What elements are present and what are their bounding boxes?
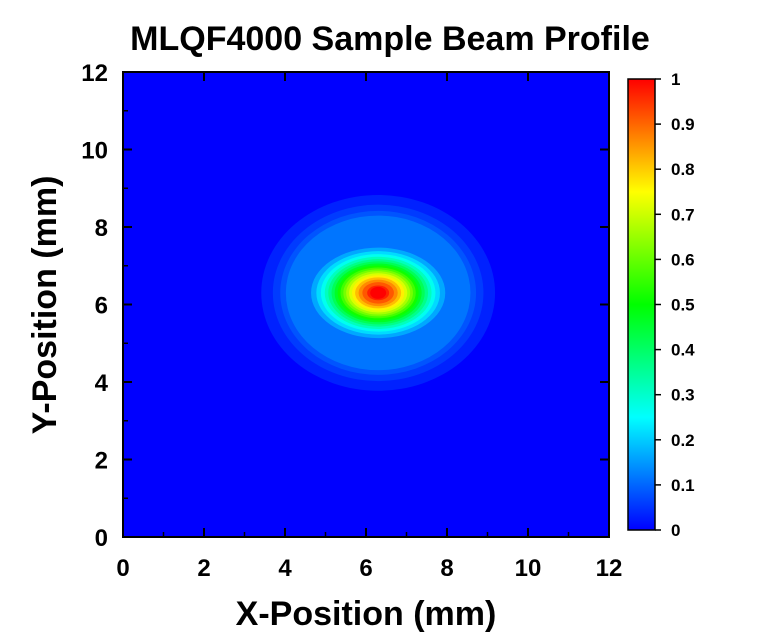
x-tick-label: 6 [359, 555, 372, 582]
x-tick-label: 10 [515, 555, 542, 582]
colorbar-tick-label: 0.9 [671, 115, 695, 134]
x-tick-label: 4 [278, 555, 292, 582]
colorbar-gradient [627, 78, 656, 531]
x-tick-label: 0 [116, 555, 129, 582]
y-tick-label: 4 [95, 370, 109, 397]
y-tick-label: 12 [81, 60, 108, 87]
x-tick-label: 2 [197, 555, 210, 582]
colorbar-tick-label: 1 [671, 70, 680, 89]
colorbar-tick-label: 0.2 [671, 431, 695, 450]
colorbar-tick-label: 0.4 [671, 341, 695, 360]
y-tick-label: 10 [81, 138, 108, 165]
colorbar-tick-label: 0 [671, 521, 680, 540]
x-tick-label: 12 [596, 555, 623, 582]
x-axis-label: X-Position (mm) [236, 595, 497, 633]
y-tick-label: 8 [95, 215, 108, 242]
colorbar-tick-label: 0.5 [671, 296, 695, 315]
beam-contours [261, 194, 496, 391]
heatmap-plot-area [122, 71, 610, 538]
colorbar-tick-label: 0.7 [671, 205, 695, 224]
x-axis: 0 2 4 6 8 10 12 [116, 72, 622, 582]
y-tick-label: 0 [95, 525, 108, 552]
colorbar-ticks: 0 0.1 0.2 0.3 0.4 0.5 0.6 0.7 0.8 0.9 1 [655, 70, 695, 540]
y-axis: 0 2 4 6 8 10 12 [81, 60, 609, 552]
colorbar-tick-label: 0.6 [671, 250, 695, 269]
chart-title: MLQF4000 Sample Beam Profile [130, 20, 650, 58]
colorbar-tick-label: 0.1 [671, 476, 695, 495]
y-tick-label: 6 [95, 293, 108, 320]
colorbar: 0 0.1 0.2 0.3 0.4 0.5 0.6 0.7 0.8 0.9 1 [627, 70, 695, 540]
colorbar-tick-label: 0.8 [671, 160, 695, 179]
y-axis-label: Y-Position (mm) [26, 176, 64, 435]
y-tick-label: 2 [95, 448, 108, 475]
beam-peak [370, 286, 387, 299]
x-tick-label: 8 [440, 555, 453, 582]
colorbar-tick-label: 0.3 [671, 386, 695, 405]
